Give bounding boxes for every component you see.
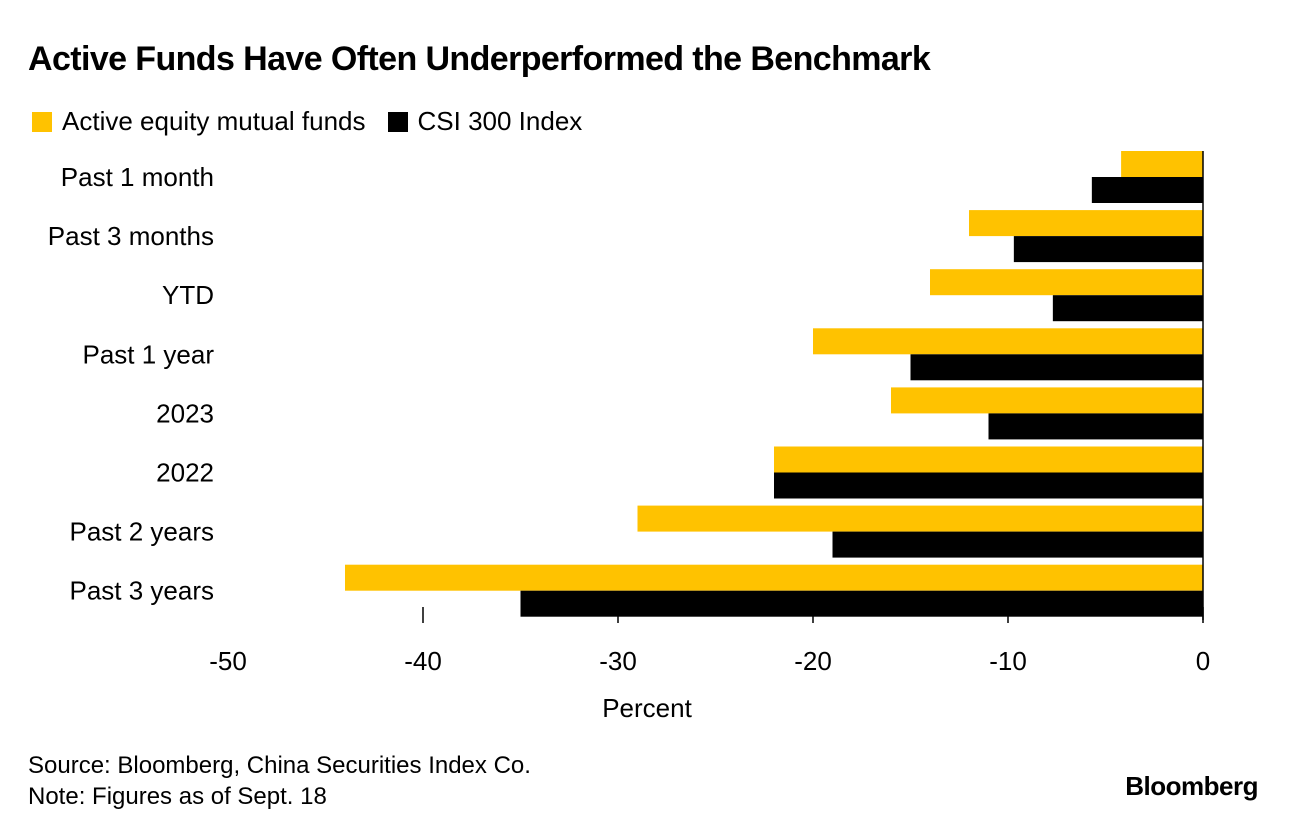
chart-title: Active Funds Have Often Underperformed t… <box>28 40 931 78</box>
bar-index-6 <box>774 472 1203 499</box>
date-note: Note: Figures as of Sept. 18 <box>28 783 327 810</box>
bar-index-2 <box>1013 236 1203 263</box>
category-label-3: YTD <box>162 280 214 310</box>
bar-active-5 <box>891 387 1203 414</box>
legend-swatch-active <box>32 111 52 132</box>
x-tick-label-1: -50 <box>209 646 247 676</box>
bar-active-7 <box>637 505 1203 532</box>
x-tick-label-4: -20 <box>794 646 832 676</box>
category-label-7: Past 2 years <box>69 517 214 547</box>
x-tick-label-3: -30 <box>599 646 637 676</box>
bloomberg-logo: Bloomberg <box>1125 771 1258 801</box>
category-label-4: Past 1 year <box>82 339 214 369</box>
bar-active-3 <box>930 269 1203 296</box>
bar-index-5 <box>988 413 1203 440</box>
bar-active-1 <box>1121 151 1203 177</box>
bar-active-4 <box>813 328 1203 355</box>
x-tick-label-6: 0 <box>1196 646 1210 676</box>
category-label-1: Past 1 month <box>61 162 214 192</box>
x-tick-label-2: -40 <box>404 646 442 676</box>
category-label-5: 2023 <box>156 398 214 428</box>
source-note: Source: Bloomberg, China Securities Inde… <box>28 752 531 779</box>
bar-chart: Past 1 month Past 3 months YTD Past 1 year 2… <box>48 151 1210 723</box>
category-label-6: 2022 <box>156 458 214 488</box>
legend-item-active: Active equity mutual funds <box>32 106 366 137</box>
legend-item-index: CSI 300 Index <box>387 106 583 137</box>
bar-index-8 <box>520 590 1203 617</box>
legend: Active equity mutual funds CSI 300 Index <box>32 106 604 137</box>
bar-active-6 <box>774 446 1203 473</box>
legend-label-active: Active equity mutual funds <box>62 106 366 136</box>
bar-active-2 <box>969 210 1203 237</box>
bar-index-4 <box>910 354 1203 381</box>
category-label-2: Past 3 months <box>48 221 214 251</box>
bar-index-3 <box>1052 295 1203 322</box>
bar-index-7 <box>832 531 1203 558</box>
x-tick-label-5: -10 <box>989 646 1027 676</box>
category-label-8: Past 3 years <box>69 576 214 606</box>
bar-active-8 <box>345 564 1203 591</box>
bar-index-1 <box>1091 177 1203 203</box>
x-axis-label: Percent <box>602 693 692 723</box>
legend-label-index: CSI 300 Index <box>417 106 583 136</box>
chart-footer: Source: Bloomberg, China Securities Inde… <box>28 750 531 812</box>
legend-swatch-index <box>387 111 408 132</box>
